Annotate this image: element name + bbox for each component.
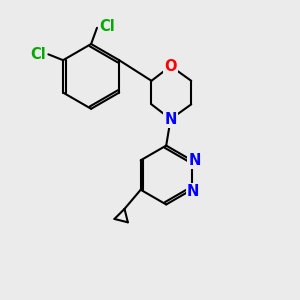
Text: N: N xyxy=(188,153,201,168)
Text: Cl: Cl xyxy=(30,47,46,62)
Text: Cl: Cl xyxy=(99,19,115,34)
Text: N: N xyxy=(187,184,200,199)
Text: O: O xyxy=(164,58,177,74)
Text: N: N xyxy=(164,112,177,127)
